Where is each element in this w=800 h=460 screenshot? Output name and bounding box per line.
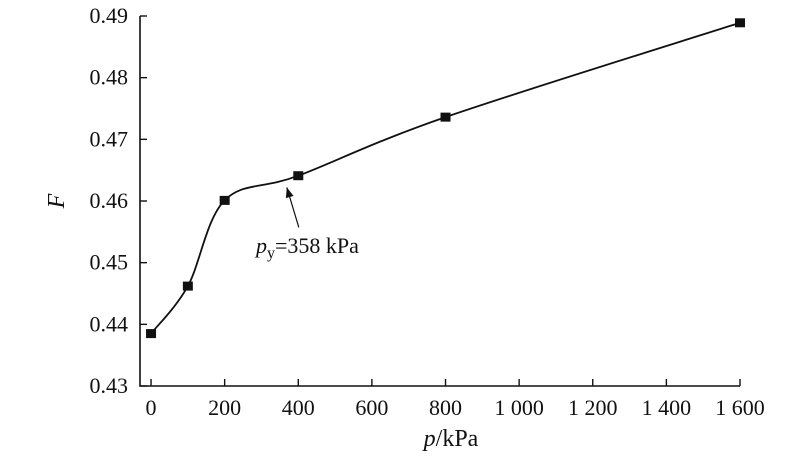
data-point-marker [735,18,745,28]
x-tick-label: 0 [146,395,157,420]
series-line [150,21,741,335]
data-point-marker [182,281,193,291]
data-point-marker [440,112,451,122]
x-tick-label: 400 [282,395,315,420]
y-tick-label: 0.49 [90,3,129,28]
annotation-arrowhead [285,187,294,199]
y-tick-label: 0.47 [90,126,129,151]
y-axis-title: F [44,193,70,209]
data-point-marker [146,329,157,339]
plot-area [146,18,745,339]
x-axis-title: p/kPa [422,426,479,452]
y-tick-label: 0.48 [90,65,129,90]
data-point-marker [293,171,304,181]
axes [139,16,740,387]
y-tick-label: 0.45 [90,250,129,275]
annotation-sub: y [267,245,275,262]
x-axis-title-var: p [422,426,436,452]
x-tick-label: 600 [355,395,388,420]
x-tick-label: 200 [208,395,241,420]
x-tick-label: 1 400 [642,395,692,420]
ticks: 0 200 400 600 800 1 000 1 200 1 400 1 600 0.43 0.4… [90,3,765,420]
yield-annotation: py=358 kPa [254,187,359,262]
y-tick-label: 0.46 [90,188,129,213]
x-tick-label: 1 200 [568,395,618,420]
y-tick-label: 0.43 [90,373,129,398]
x-tick-label: 800 [429,395,462,420]
annotation-var: p [254,233,267,258]
y-tick-label: 0.44 [90,311,129,336]
axis-frame [139,16,740,387]
x-tick-label: 1 600 [715,395,765,420]
annotation-label: py=358 kPa [254,233,359,262]
x-axis-title-unit: /kPa [436,426,479,452]
x-tick-label: 1 000 [494,395,544,420]
data-point-marker [219,195,230,205]
annotation-text: =358 kPa [275,233,359,258]
